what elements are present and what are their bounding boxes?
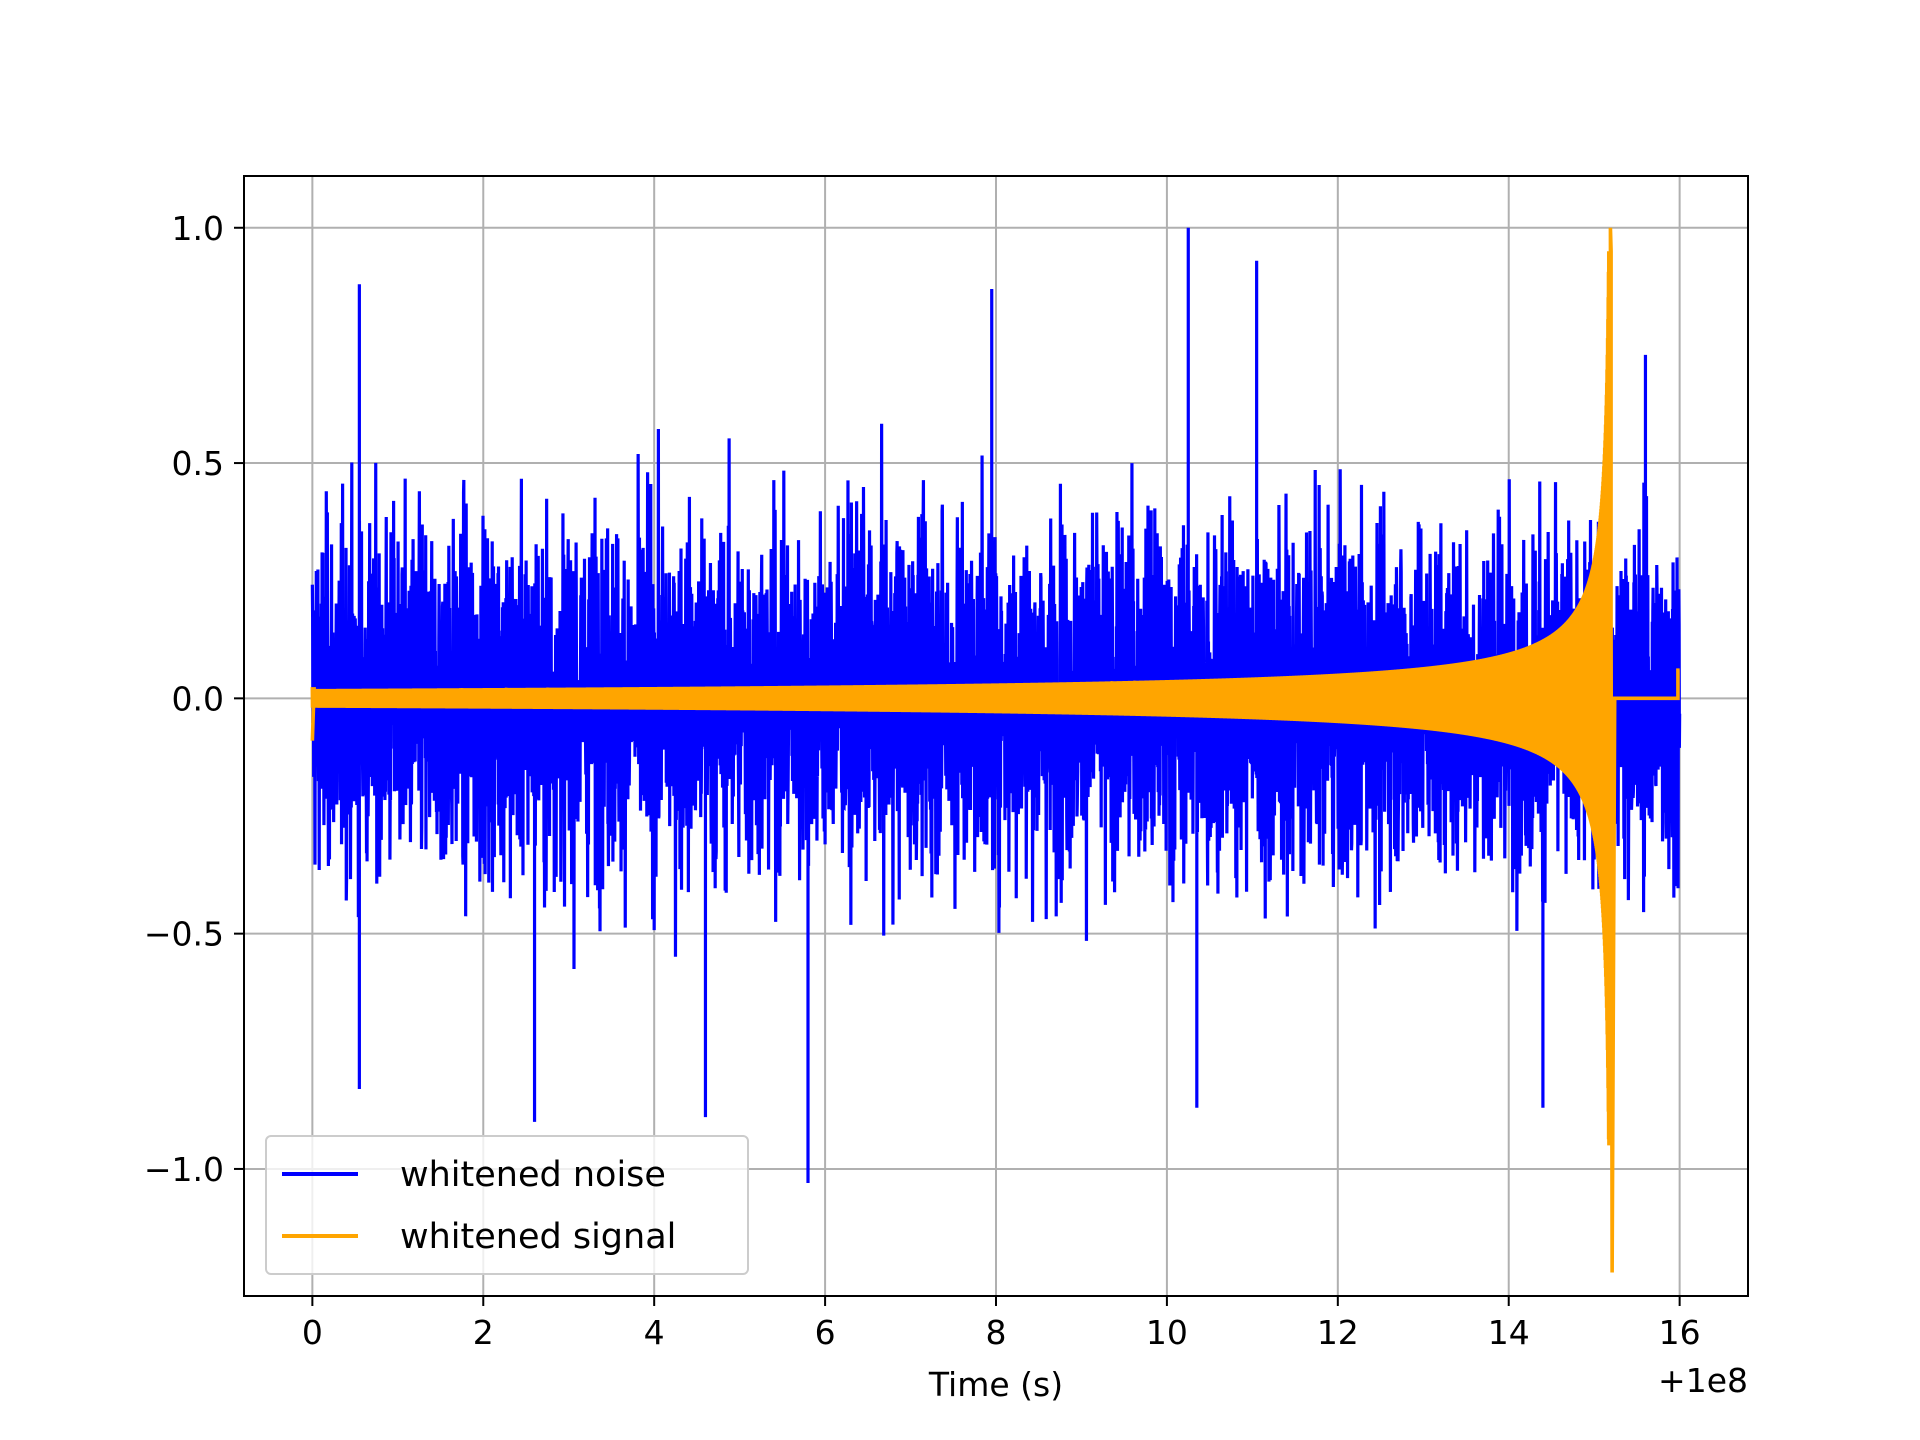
y-tick-label: −0.5 (144, 915, 224, 954)
x-tick-label: 0 (302, 1313, 323, 1352)
y-tick-label: 1.0 (172, 209, 224, 248)
x-tick-label: 6 (815, 1313, 836, 1352)
y-tick-label: −1.0 (144, 1150, 224, 1189)
x-tick-label: 16 (1659, 1313, 1701, 1352)
legend: whitened noise whitened signal (265, 1135, 749, 1275)
x-axis-offset-label: +1e8 (1658, 1361, 1748, 1400)
x-tick-label: 4 (644, 1313, 665, 1352)
series-line-whitened-signal (310, 227, 1680, 1273)
x-tick-label: 14 (1488, 1313, 1530, 1352)
x-tick-label: 12 (1317, 1313, 1359, 1352)
series-line-whitened-noise (310, 227, 1682, 1184)
legend-box (265, 1135, 749, 1275)
y-tick-label: 0.0 (172, 679, 224, 718)
legend-label-whitened-noise: whitened noise (400, 1155, 666, 1195)
x-tick-label: 8 (986, 1313, 1007, 1352)
legend-label-whitened-signal: whitened signal (400, 1217, 676, 1257)
y-tick-label: 0.5 (172, 444, 224, 483)
x-tick-label: 2 (473, 1313, 494, 1352)
y-axis: −1.0 −0.5 0.0 0.5 1.0 (144, 209, 244, 1189)
x-tick-label: 10 (1146, 1313, 1188, 1352)
x-axis-label: Time (s) (928, 1365, 1063, 1404)
x-axis: 0 2 4 6 8 10 12 14 16 (302, 1296, 1701, 1352)
series-layer (310, 227, 1682, 1273)
